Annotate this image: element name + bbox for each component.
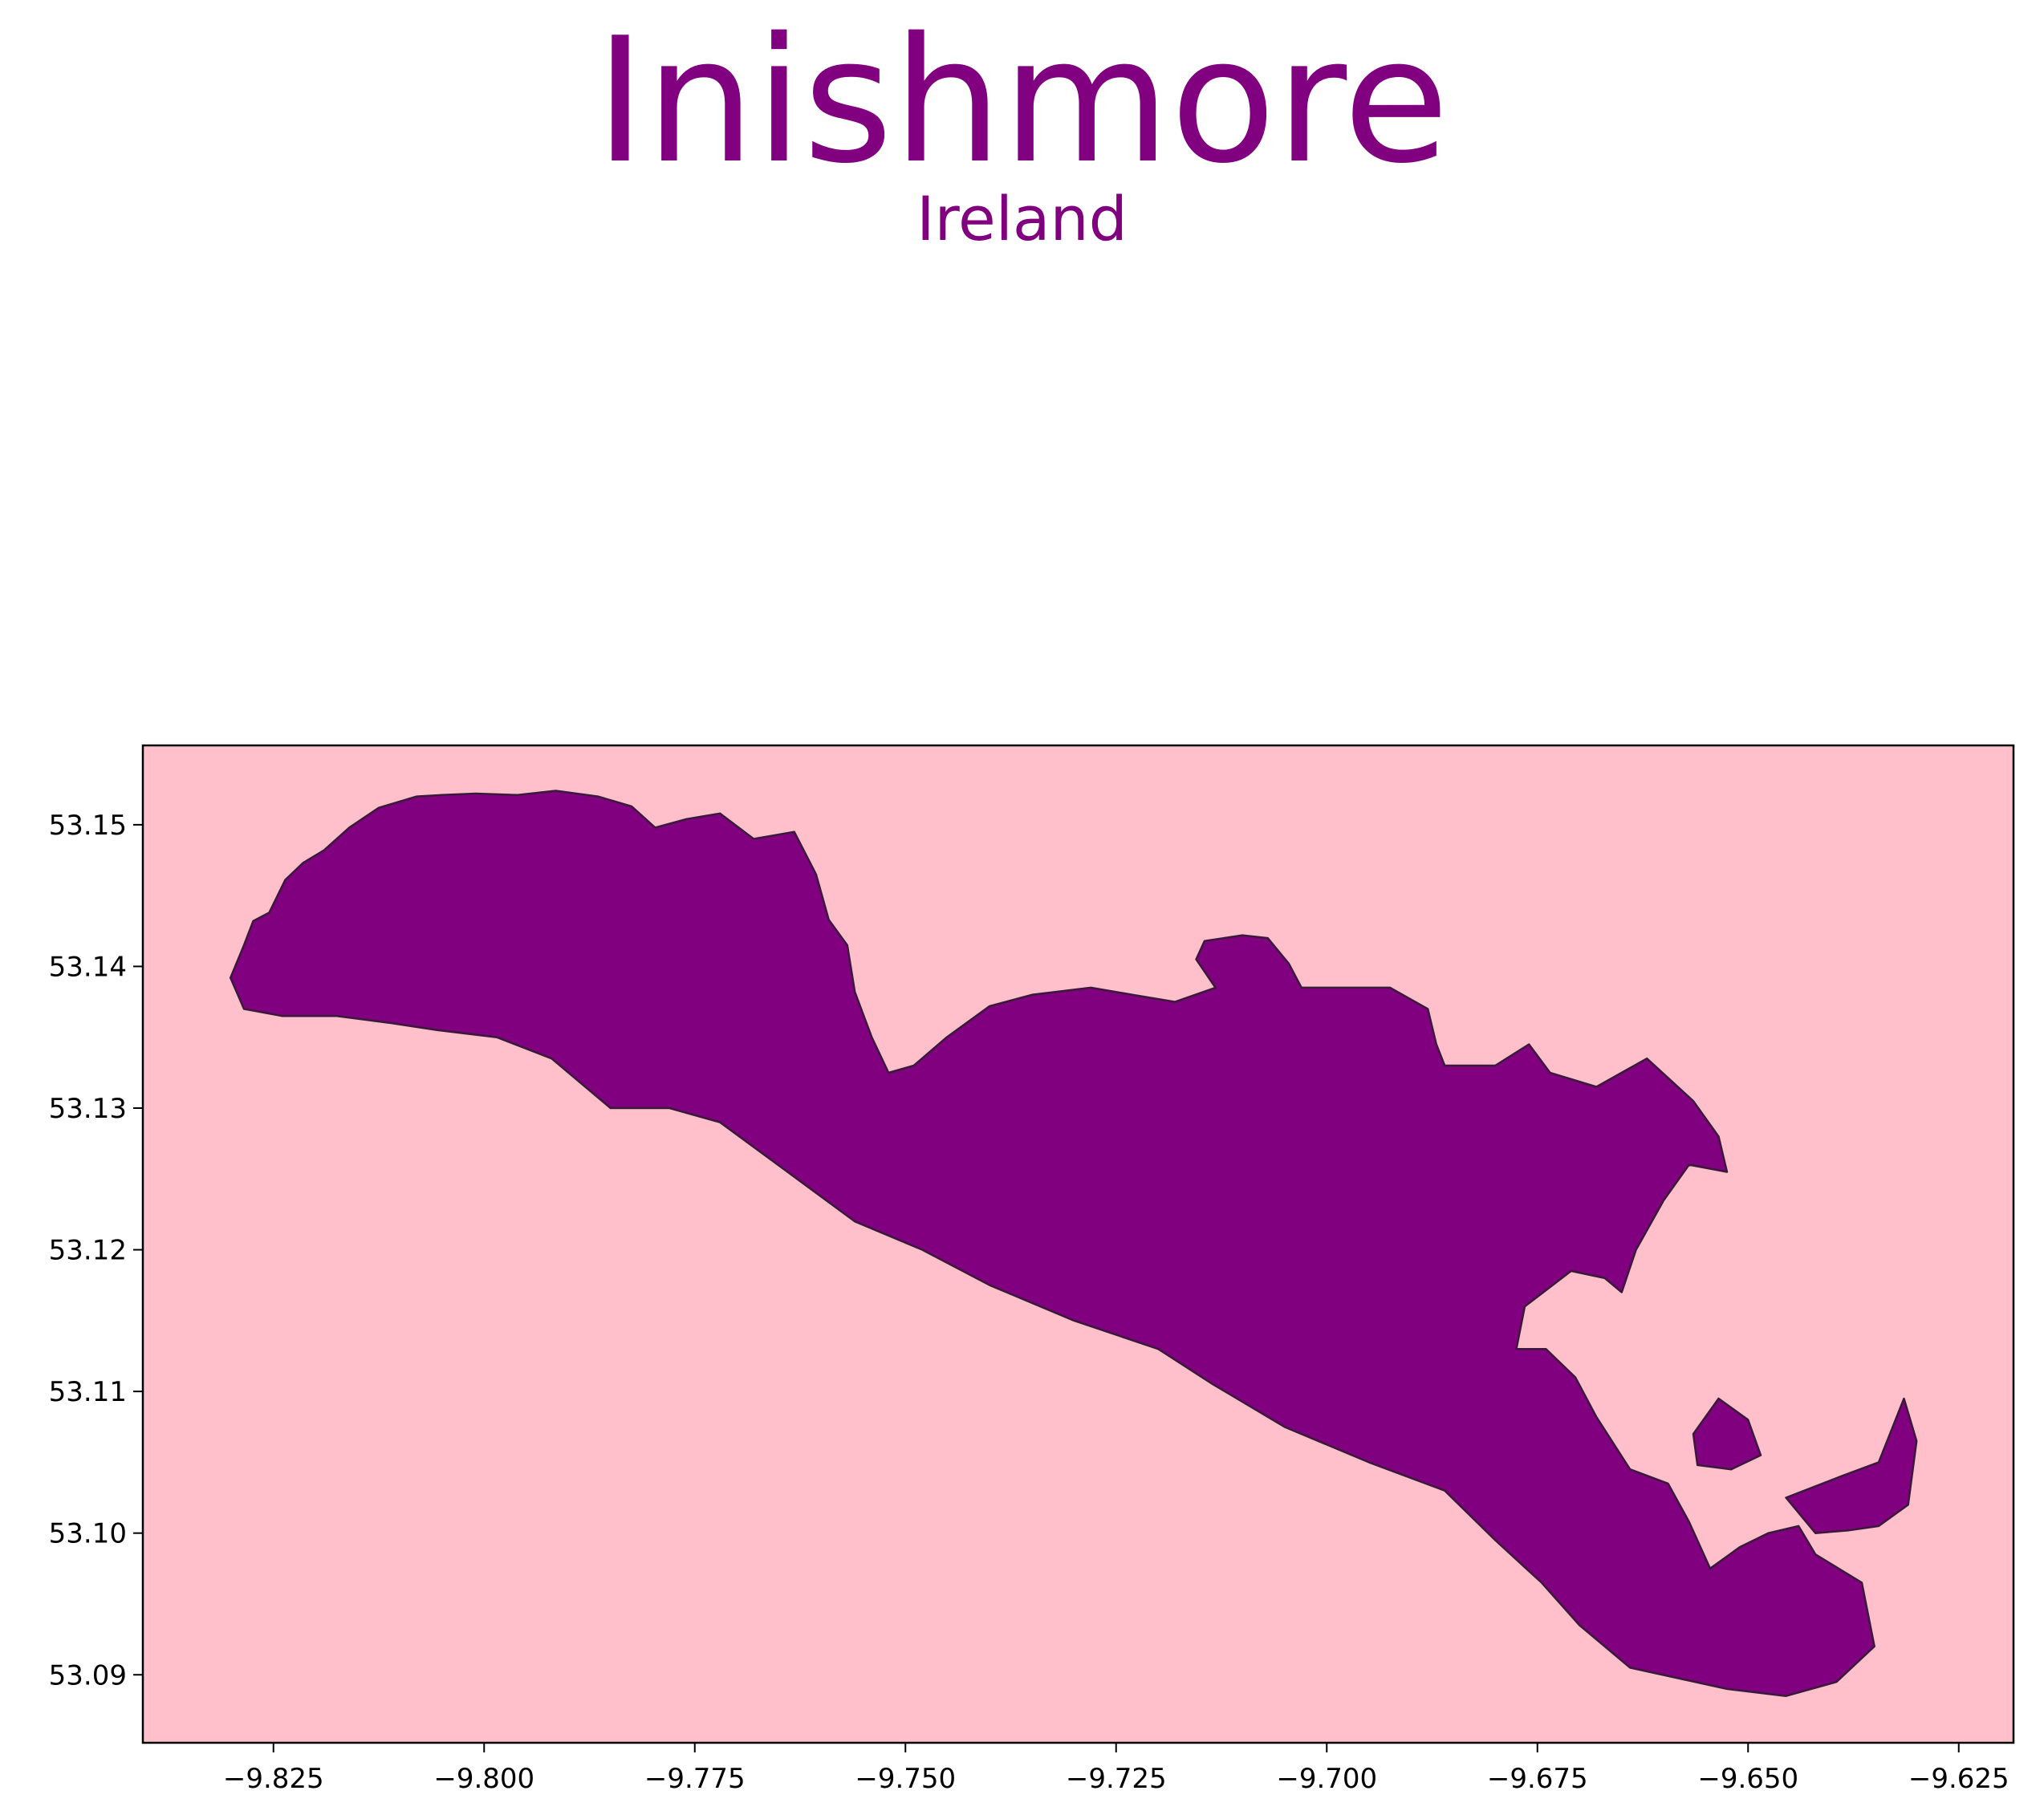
- x-tick-label: −9.725: [1066, 1763, 1167, 1795]
- x-tick-label: −9.650: [1697, 1763, 1798, 1795]
- x-tick-label: −9.800: [433, 1763, 534, 1795]
- land-layer: [229, 790, 1918, 1697]
- land-polygon-main-island: [229, 790, 1875, 1697]
- y-tick-label: 53.12: [49, 1235, 127, 1267]
- x-tick-label: −9.675: [1487, 1763, 1588, 1795]
- plot-frame: [141, 744, 2015, 1744]
- x-tick-label: −9.625: [1908, 1763, 2009, 1795]
- x-tick-label: −9.825: [223, 1763, 324, 1795]
- x-tick-label: −9.700: [1276, 1763, 1377, 1795]
- y-tick-label: 53.09: [49, 1659, 127, 1691]
- land-polygon-eastern-peninsula: [1785, 1397, 1918, 1534]
- map-title: Inishmore: [595, 0, 1449, 201]
- land-polygon-small-islet: [1692, 1397, 1762, 1471]
- y-tick-label: 53.13: [49, 1093, 127, 1125]
- x-tick-label: −9.775: [644, 1763, 746, 1795]
- y-tick-label: 53.11: [49, 1376, 127, 1408]
- y-axis: 53.09 53.10 53.11 53.12 53.13 53.14 53.15: [49, 810, 143, 1691]
- x-tick-label: −9.750: [855, 1763, 956, 1795]
- y-tick-label: 53.14: [49, 951, 127, 983]
- map-subtitle: Ireland: [916, 183, 1128, 254]
- y-tick-label: 53.10: [49, 1518, 127, 1550]
- y-tick-label: 53.15: [49, 810, 127, 842]
- x-axis: −9.825 −9.800 −9.775 −9.750 −9.725 −9.700 −9.6…: [223, 1743, 2009, 1795]
